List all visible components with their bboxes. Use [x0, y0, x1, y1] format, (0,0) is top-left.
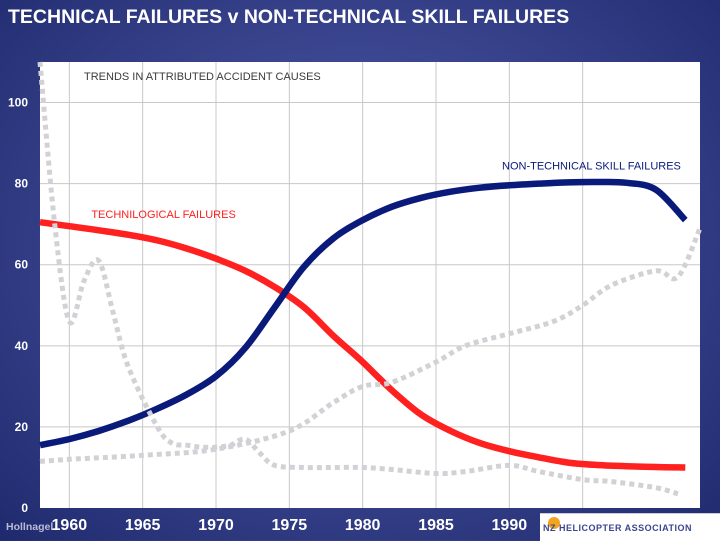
credit-text: Hollnagel [6, 521, 54, 533]
series-layer [37, 61, 703, 497]
y-tick-label: 80 [15, 177, 29, 191]
x-tick-label: 1980 [345, 517, 381, 534]
plot-background [40, 62, 700, 508]
chart-title: TRENDS IN ATTRIBUTED ACCIDENT CAUSES [84, 71, 321, 83]
series-line-technilogical-failures [39, 218, 686, 471]
series-line-unlabelled [37, 61, 679, 497]
plot-area [40, 62, 700, 508]
logo-mark-icon [548, 517, 560, 529]
x-tick-label: 1985 [418, 517, 454, 534]
logo-text: NZ HELICOPTER ASSOCIATION [543, 523, 693, 533]
logo: NZ HELICOPTER ASSOCIATION [540, 513, 720, 541]
x-tick-label: 1960 [52, 517, 88, 534]
series-line-unlabelled [39, 227, 703, 464]
y-tick-label: 40 [15, 339, 29, 353]
x-tick-label: 1975 [272, 517, 308, 534]
label-layer: NON-TECHNICAL SKILL FAILURES TECHNILOGICA… [8, 96, 681, 534]
slide-title: TECHNICAL FAILURES v NON-TECHNICAL SKILL… [8, 6, 570, 28]
series-label: TECHNILOGICAL FAILURES [91, 209, 235, 221]
y-tick-label: 100 [8, 96, 28, 110]
x-tick-label: 1970 [198, 517, 234, 534]
x-tick-label: 1990 [492, 517, 528, 534]
x-tick-label: 1965 [125, 517, 161, 534]
y-tick-label: 60 [15, 258, 29, 272]
y-tick-label: 0 [21, 501, 28, 515]
y-tick-label: 20 [15, 420, 29, 434]
series-label: NON-TECHNICAL SKILL FAILURES [502, 160, 681, 172]
